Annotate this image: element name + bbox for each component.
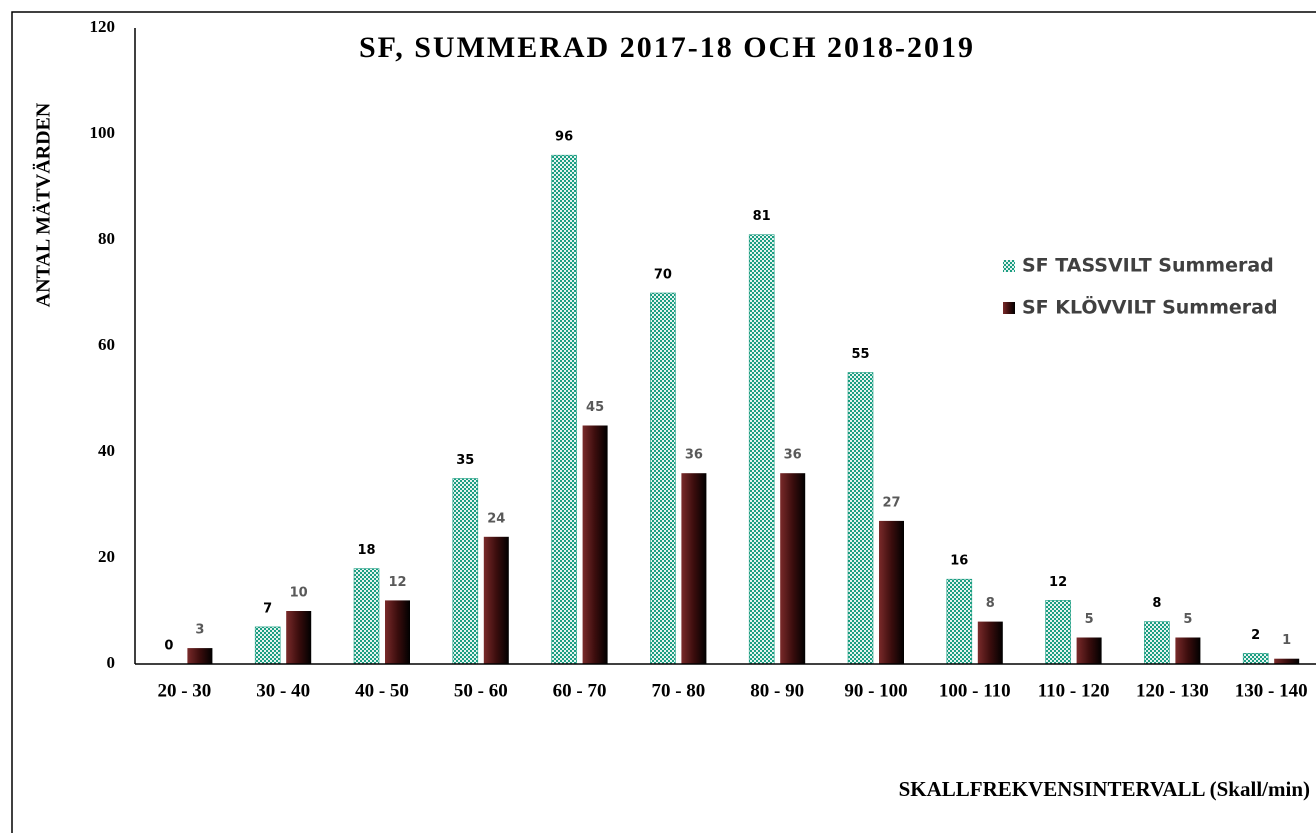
y-axis-label: ANTAL MÄTVÄRDEN xyxy=(32,102,55,307)
data-label: 8 xyxy=(1152,596,1161,611)
bar xyxy=(1144,621,1170,665)
data-label: 45 xyxy=(586,400,604,415)
bar xyxy=(286,611,312,664)
y-tick-label: 80 xyxy=(98,229,115,248)
chart-title: SF, SUMMERAD 2017-18 OCH 2018-2019 xyxy=(359,31,975,64)
bar xyxy=(582,425,608,664)
data-label: 0 xyxy=(164,639,173,654)
legend-label: SF TASSVILT Summerad xyxy=(1022,255,1274,277)
bar xyxy=(879,520,904,664)
data-label: 70 xyxy=(654,268,672,283)
data-label: 7 xyxy=(263,601,272,616)
y-tick-label: 60 xyxy=(98,335,115,354)
data-label: 5 xyxy=(1183,612,1192,627)
y-tick-label: 40 xyxy=(98,441,115,460)
data-label: 81 xyxy=(753,209,771,224)
chart-frame xyxy=(11,11,1316,833)
bar xyxy=(452,478,479,665)
bar xyxy=(1076,637,1102,664)
data-label: 96 xyxy=(555,130,573,145)
bar xyxy=(847,372,874,665)
data-label: 16 xyxy=(950,554,968,569)
data-label: 27 xyxy=(882,495,900,510)
x-axis-label: SKALLFREKVENSINTERVALL (Skall/min) xyxy=(899,777,1310,801)
y-tick-label: 0 xyxy=(107,653,116,672)
bar xyxy=(1242,653,1269,665)
bar xyxy=(748,234,775,665)
bar xyxy=(946,578,973,665)
data-label: 8 xyxy=(986,596,995,611)
data-label: 35 xyxy=(456,453,474,468)
x-tick-label: 40 - 50 xyxy=(355,680,409,701)
legend-swatch xyxy=(1003,260,1015,272)
data-label: 12 xyxy=(388,575,406,590)
data-label: 18 xyxy=(357,543,375,558)
data-label: 2 xyxy=(1251,628,1260,643)
data-label: 55 xyxy=(851,347,869,362)
x-tick-label: 100 - 110 xyxy=(939,680,1011,701)
bar xyxy=(780,473,806,664)
x-tick-label: 70 - 80 xyxy=(651,680,705,701)
bar xyxy=(650,292,676,665)
legend-label: SF KLÖVVILT Summerad xyxy=(1022,295,1278,319)
bar xyxy=(385,600,410,664)
data-label: 5 xyxy=(1085,612,1094,627)
x-tick-label: 30 - 40 xyxy=(256,680,310,701)
y-tick-label: 20 xyxy=(98,547,115,566)
x-tick-label: 50 - 60 xyxy=(454,680,508,701)
data-label: 36 xyxy=(685,448,703,463)
bar xyxy=(254,626,281,665)
bar xyxy=(353,568,380,665)
bar xyxy=(1045,600,1071,665)
x-tick-label: 120 - 130 xyxy=(1136,680,1209,701)
x-tick-label: 60 - 70 xyxy=(553,680,607,701)
x-tick-label: 130 - 140 xyxy=(1235,680,1308,701)
bar xyxy=(977,621,1003,664)
x-tick-label: 90 - 100 xyxy=(844,680,907,701)
bar xyxy=(1175,637,1201,664)
x-tick-label: 110 - 120 xyxy=(1038,680,1110,701)
data-label: 12 xyxy=(1049,575,1067,590)
data-label: 3 xyxy=(195,623,204,638)
y-tick-label: 120 xyxy=(90,17,116,36)
bar xyxy=(1274,658,1300,664)
bar xyxy=(483,536,509,664)
legend-swatch xyxy=(1003,302,1015,314)
y-tick-label: 100 xyxy=(90,123,116,142)
bar xyxy=(187,648,213,664)
bar xyxy=(681,473,707,664)
data-label: 24 xyxy=(487,511,505,526)
data-label: 36 xyxy=(784,448,802,463)
data-label: 1 xyxy=(1282,633,1291,648)
x-tick-label: 20 - 30 xyxy=(157,680,211,701)
x-tick-label: 80 - 90 xyxy=(750,680,804,701)
data-label: 10 xyxy=(290,586,308,601)
bar xyxy=(551,154,577,665)
